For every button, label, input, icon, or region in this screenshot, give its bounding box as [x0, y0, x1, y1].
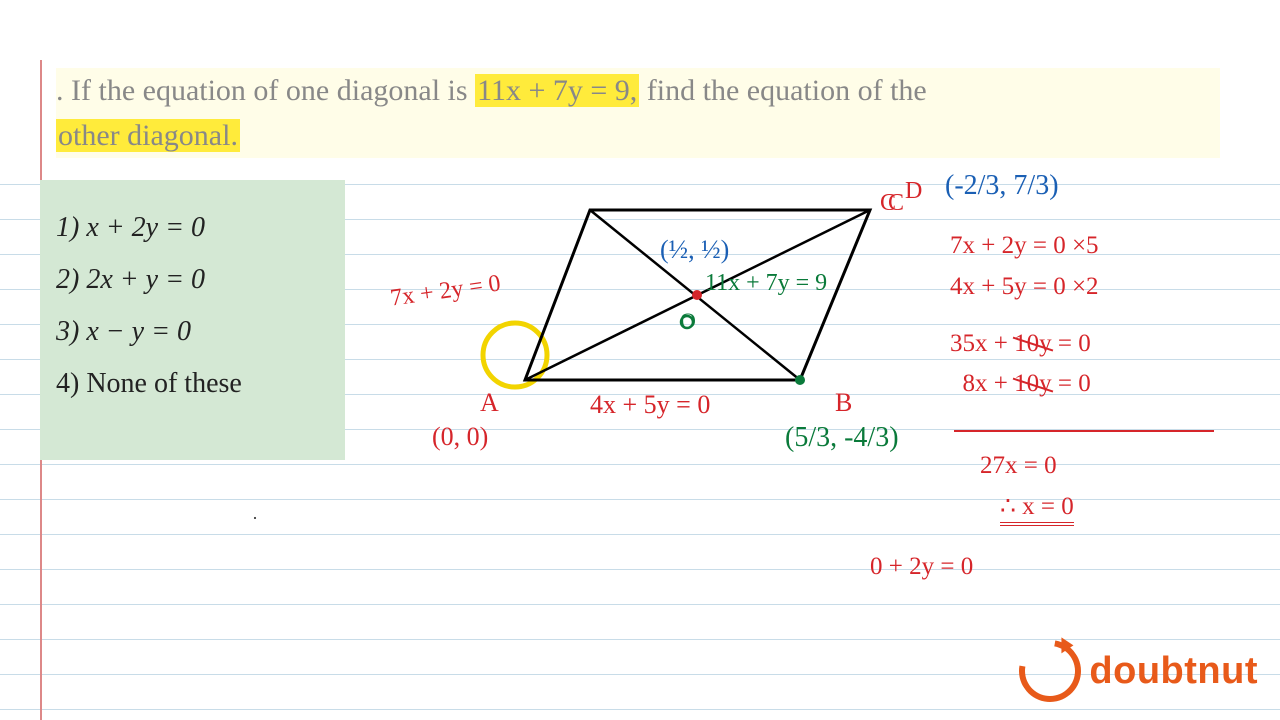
b-marker	[795, 375, 805, 385]
work-underline-1	[954, 428, 1214, 432]
label-b-coord: (5/3, -4/3)	[785, 422, 899, 454]
work-l7: 0 + 2y = 0	[870, 548, 1260, 587]
work-l4: 8x + 10y = 0	[950, 365, 1260, 404]
solution-work: 7x + 2y = 0 ×5 4x + 5y = 0 ×2 35x + 10y …	[950, 225, 1260, 589]
diag-eq-label: 11x + 7y = 9	[705, 270, 827, 297]
option-1[interactable]: 1) x + 2y = 0	[56, 212, 329, 244]
label-d: D	[905, 178, 922, 205]
center-coord: (½, ½)	[660, 235, 729, 265]
question-mid: find the equation of the	[647, 74, 927, 107]
label-d-coord: (-2/3, 7/3)	[945, 170, 1059, 202]
work-l1: 7x + 2y = 0 ×5	[950, 227, 1260, 266]
side-ab-eq: 4x + 5y = 0	[590, 390, 710, 420]
label-a-coord: (0, 0)	[432, 422, 488, 452]
question-eq-highlight: 11x + 7y = 9,	[475, 74, 639, 107]
label-o: O	[680, 308, 696, 334]
work-l2: 4x + 5y = 0 ×2	[950, 268, 1260, 307]
vertex-a-highlight	[483, 323, 547, 387]
lc: C	[888, 190, 904, 217]
label-a: A	[480, 388, 499, 418]
work-l5: 27x = 0	[950, 447, 1260, 486]
work-l3: 35x + 10y = 0	[950, 325, 1260, 364]
brand-logo[interactable]: doubtnut	[1019, 640, 1258, 702]
label-b: B	[835, 388, 852, 418]
question-tail-highlight: other diagonal.	[56, 119, 240, 152]
option-2[interactable]: 2) 2x + y = 0	[56, 264, 329, 296]
option-4[interactable]: 4) None of these	[56, 368, 329, 400]
question-text: . If the equation of one diagonal is 11x…	[56, 68, 1220, 158]
intersection-dot	[692, 290, 702, 300]
brand-icon	[1007, 628, 1093, 714]
options-panel: 1) x + 2y = 0 2) 2x + y = 0 3) x − y = 0…	[40, 180, 345, 460]
parallelogram-diagram	[350, 170, 950, 510]
brand-text: doubtnut	[1089, 650, 1258, 693]
option-3[interactable]: 3) x − y = 0	[56, 316, 329, 348]
question-prefix: . If the equation of one diagonal is	[56, 74, 475, 107]
work-l6: ∴ x = 0	[950, 488, 1260, 527]
stray-mark: ·	[252, 508, 258, 529]
